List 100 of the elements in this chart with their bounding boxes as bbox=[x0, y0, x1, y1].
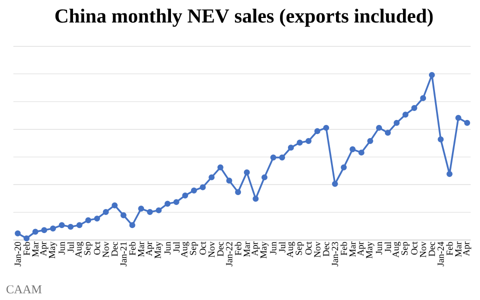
x-tick-label: Apr bbox=[463, 242, 472, 256]
point bbox=[173, 199, 180, 206]
x-tick-label: Jul bbox=[384, 242, 392, 252]
x-tick-label: Jan-23 bbox=[332, 242, 338, 266]
x-tick-label: Sep bbox=[84, 242, 92, 255]
x-tick-label: Mar bbox=[32, 242, 38, 257]
point bbox=[146, 208, 153, 215]
point bbox=[217, 164, 224, 170]
point bbox=[332, 180, 338, 187]
point bbox=[76, 222, 82, 228]
x-tick-label: Feb bbox=[446, 242, 453, 256]
x-tick-label: Mar bbox=[455, 242, 462, 257]
point bbox=[420, 95, 426, 102]
x-tick-label: Jan-24 bbox=[438, 242, 444, 266]
x-tick-label: May bbox=[154, 242, 163, 258]
x-tick-label: Jul bbox=[278, 242, 286, 252]
x-tick-label: Aug bbox=[75, 242, 84, 258]
point bbox=[376, 124, 382, 131]
x-tick-label: Sep bbox=[401, 242, 410, 255]
x-tick-label: Jun bbox=[376, 242, 382, 254]
point bbox=[85, 217, 92, 224]
point bbox=[32, 228, 38, 235]
x-tick-label: Sep bbox=[296, 242, 304, 255]
point bbox=[129, 222, 136, 228]
x-tick-label: Oct bbox=[94, 242, 100, 255]
point bbox=[455, 114, 462, 121]
point bbox=[156, 207, 162, 214]
x-tick-label: May bbox=[366, 242, 374, 258]
x-tick-label: Oct bbox=[411, 242, 418, 255]
point bbox=[340, 164, 347, 170]
x-tick-label: Jan-22 bbox=[226, 242, 232, 266]
x-tick-label: Feb bbox=[129, 242, 136, 256]
x-tick-label: Nov bbox=[420, 242, 426, 258]
x-tick-label: Feb bbox=[23, 242, 30, 256]
x-tick-label: Apr bbox=[146, 242, 154, 256]
point bbox=[164, 200, 171, 207]
x-tick-label: Oct bbox=[200, 242, 206, 255]
point bbox=[270, 154, 276, 161]
point bbox=[446, 171, 453, 177]
x-tick-label: Apr bbox=[40, 242, 48, 256]
point bbox=[394, 120, 400, 126]
chart-title: China monthly NEV sales (exports included) bbox=[55, 8, 433, 27]
point bbox=[138, 206, 144, 212]
point bbox=[296, 140, 303, 146]
point bbox=[244, 169, 250, 176]
point bbox=[120, 212, 126, 218]
x-tick-label: Sep bbox=[190, 242, 198, 255]
point bbox=[411, 105, 418, 112]
x-tick-label: Apr bbox=[252, 242, 260, 256]
x-tick-label: Oct bbox=[305, 242, 312, 255]
point bbox=[323, 124, 330, 131]
point bbox=[190, 188, 197, 194]
point bbox=[50, 225, 56, 232]
point bbox=[438, 136, 444, 142]
point bbox=[102, 208, 109, 215]
point bbox=[14, 230, 21, 236]
x-tick-label: Apr bbox=[357, 242, 366, 256]
point bbox=[208, 174, 215, 180]
point bbox=[464, 120, 470, 126]
x-tick-label: Feb bbox=[234, 242, 242, 256]
x-tick-label: Mar bbox=[350, 242, 356, 257]
x-tick-label: Nov bbox=[208, 242, 215, 258]
x-tick-label: Dec bbox=[217, 242, 224, 256]
x-tick-label: Jul bbox=[173, 242, 180, 252]
point bbox=[68, 224, 74, 230]
text: CAAM bbox=[6, 285, 42, 294]
x-tick-label: Mar bbox=[138, 242, 144, 257]
x-tick-label: Mar bbox=[244, 242, 250, 257]
point bbox=[112, 202, 118, 208]
x-tick-label: Dec bbox=[323, 242, 330, 256]
x-tick-label: Jun bbox=[58, 242, 65, 254]
x-tick-label: Dec bbox=[428, 242, 435, 256]
point bbox=[235, 189, 242, 196]
point bbox=[252, 196, 259, 202]
point bbox=[306, 138, 312, 144]
point bbox=[428, 72, 435, 78]
x-tick-label: Aug bbox=[286, 242, 295, 258]
point bbox=[94, 216, 100, 222]
point bbox=[261, 174, 268, 180]
point bbox=[350, 146, 356, 152]
x-tick-label: Jun bbox=[164, 242, 171, 254]
point bbox=[226, 178, 232, 184]
point bbox=[41, 227, 48, 234]
x-tick-label: Jul bbox=[67, 242, 74, 252]
point bbox=[367, 138, 374, 144]
point bbox=[200, 184, 206, 190]
x-tick-label: Jun bbox=[270, 242, 276, 254]
point bbox=[384, 130, 391, 136]
x-tick-label: Nov bbox=[314, 242, 320, 258]
x-tick-label: May bbox=[260, 242, 269, 258]
x-tick-label: May bbox=[48, 242, 58, 258]
x-tick-label: Dec bbox=[112, 242, 118, 256]
x-tick-label: Aug bbox=[181, 242, 190, 258]
x-tick-label: Jan-20 bbox=[14, 242, 21, 266]
point bbox=[279, 154, 286, 161]
point bbox=[58, 222, 65, 228]
point bbox=[314, 128, 320, 134]
point bbox=[402, 112, 408, 118]
point bbox=[358, 150, 364, 156]
point bbox=[24, 235, 30, 242]
